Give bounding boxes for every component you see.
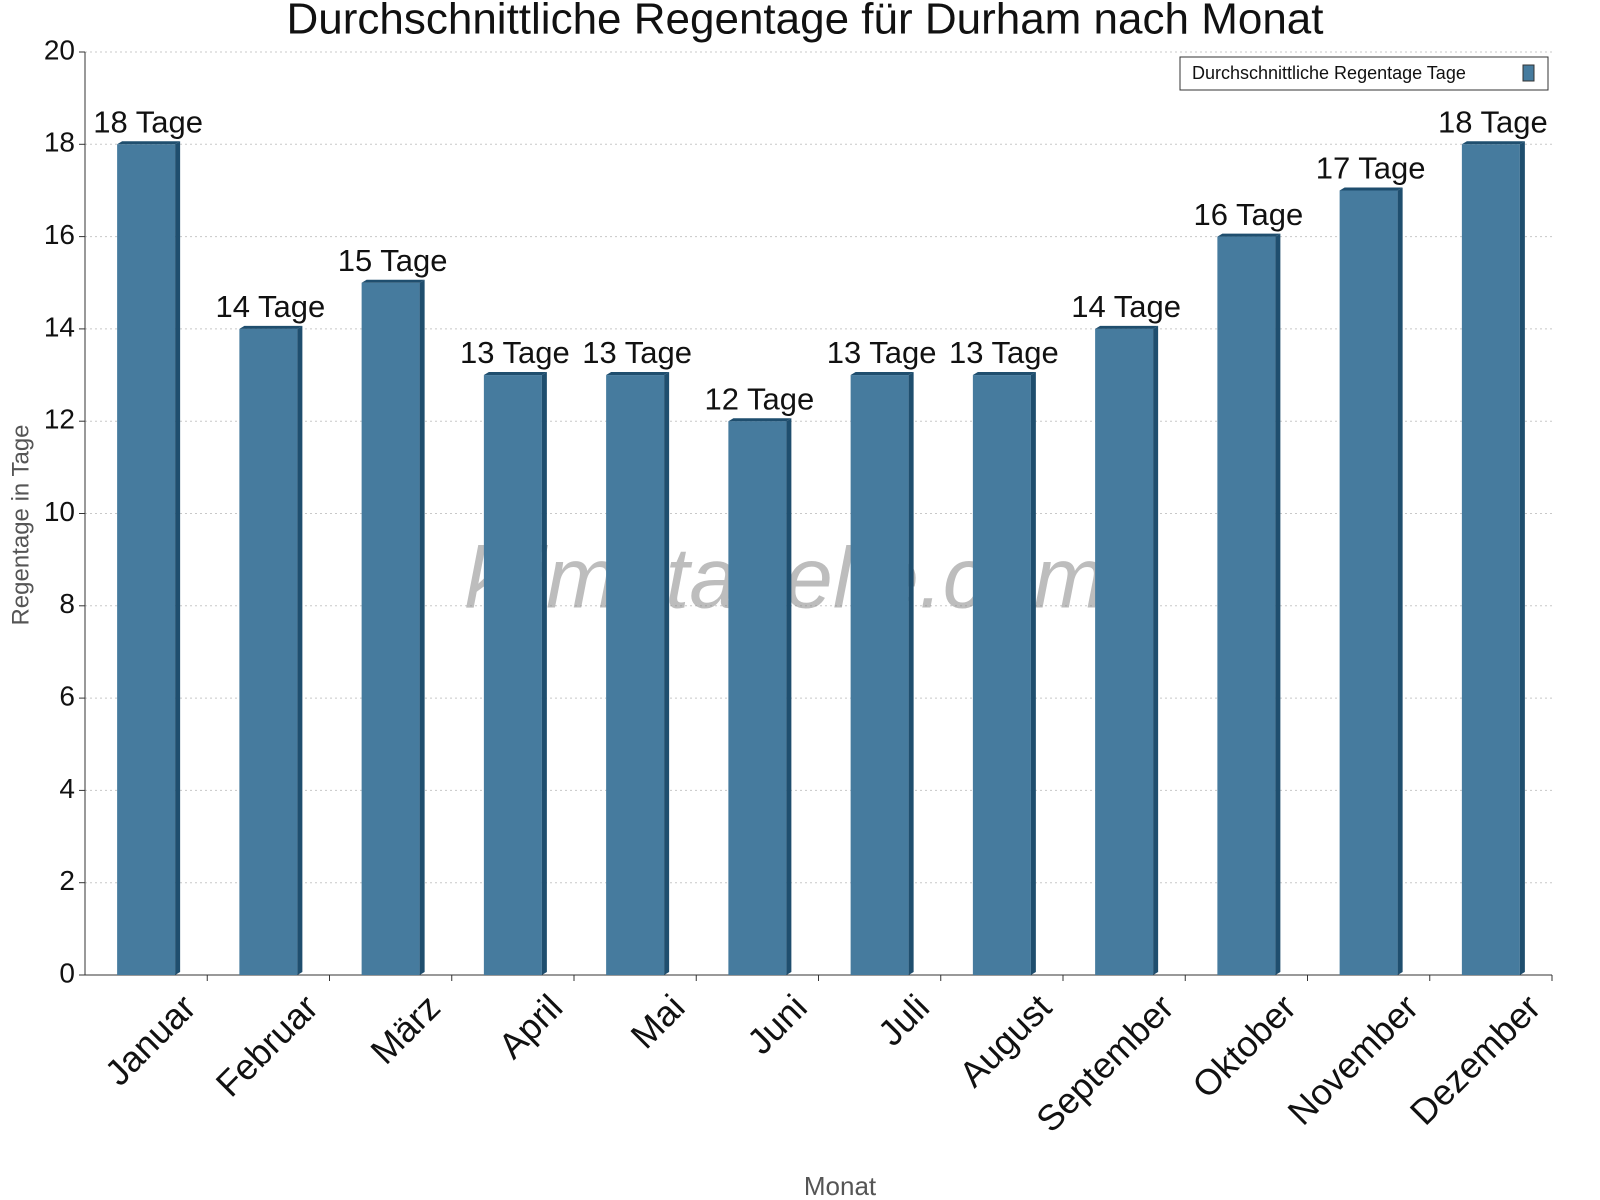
bar-top [606,372,670,376]
x-tick-label: Februar [208,986,326,1104]
bar-side [908,372,914,975]
y-tick-label: 18 [44,127,75,158]
value-label: 17 Tage [1316,151,1426,186]
legend-box [1179,56,1549,91]
value-label: 18 Tage [1438,104,1548,139]
y-tick-label: 8 [59,588,75,619]
bar-side [786,418,792,975]
bar-top [1217,233,1281,237]
y-tick-label: 14 [44,311,75,342]
y-axis-label: Regentage in Tage [7,424,34,625]
bar-top [728,418,792,422]
bar-side [1030,372,1036,975]
bar [728,421,787,975]
value-label: 14 Tage [215,289,325,324]
y-tick-label: 4 [59,773,75,804]
value-label: 12 Tage [704,381,814,416]
value-label: 13 Tage [582,335,692,370]
bar-side [541,372,547,975]
bar [483,375,542,975]
y-tick-label: 16 [44,219,75,250]
bar-group [483,372,547,975]
y-tick-label: 12 [44,404,75,435]
value-label: 18 Tage [93,104,203,139]
bar [606,375,665,975]
legend-swatch [1522,64,1535,82]
bar-side [175,141,181,976]
bar-group [239,325,303,975]
bar-top [850,372,914,376]
value-label: 13 Tage [460,335,570,370]
bar-side [419,279,425,975]
bar-top [483,372,547,376]
bar [1217,236,1276,976]
bar-top [972,372,1036,376]
bar [117,144,176,976]
bar-group [361,279,425,975]
value-label: 14 Tage [1071,289,1181,324]
bar-top [1461,141,1525,145]
bar-group [1217,233,1281,976]
x-tick-label: März [362,986,448,1072]
x-tick-label: Januar [97,986,204,1093]
bar-side [1153,325,1159,975]
y-tick-label: 0 [59,957,75,988]
x-tick-label: November [1280,986,1426,1132]
bar-side [1519,141,1525,976]
bar-group [117,141,181,976]
bar-group [728,418,792,975]
legend: Durchschnittliche Regentage Tage [1179,56,1549,91]
bar-group [1095,325,1159,975]
x-tick-label: August [951,986,1059,1094]
bar [850,375,909,975]
bar-top [1095,325,1159,329]
bar-side [664,372,670,975]
bar-top [1339,187,1403,191]
bar-side [297,325,303,975]
value-label: 15 Tage [338,243,448,278]
bar-top [239,325,303,329]
x-tick-label: Mai [622,986,692,1056]
bar-side [1275,233,1281,976]
bar-group [606,372,670,975]
bar-side [1397,187,1403,975]
x-tick-label: Oktober [1184,986,1304,1106]
bar-group [1339,187,1403,975]
bar [1461,144,1520,976]
bar-top [361,279,425,283]
value-label: 16 Tage [1193,197,1303,232]
y-tick-label: 6 [59,680,75,711]
bar [239,328,298,975]
value-label: 13 Tage [949,335,1059,370]
bar-group [1461,141,1525,976]
x-axis-label: Monat [804,1171,877,1200]
bar-top [117,141,181,145]
bar [361,282,420,975]
bar [1095,328,1154,975]
bar-group [850,372,914,975]
y-tick-label: 2 [59,865,75,896]
bar [1339,190,1398,975]
x-tick-label: April [490,986,570,1066]
x-tick-label: Juli [870,986,937,1053]
bar [972,375,1031,975]
chart-title: Durchschnittliche Regentage für Durham n… [287,0,1324,44]
x-tick-label: Dezember [1402,986,1548,1132]
legend-label: Durchschnittliche Regentage Tage [1192,63,1466,83]
value-label: 13 Tage [827,335,937,370]
y-tick-label: 20 [44,34,75,65]
x-tick-label: Juni [739,986,815,1062]
bar-group [972,372,1036,975]
y-tick-label: 10 [44,496,75,527]
